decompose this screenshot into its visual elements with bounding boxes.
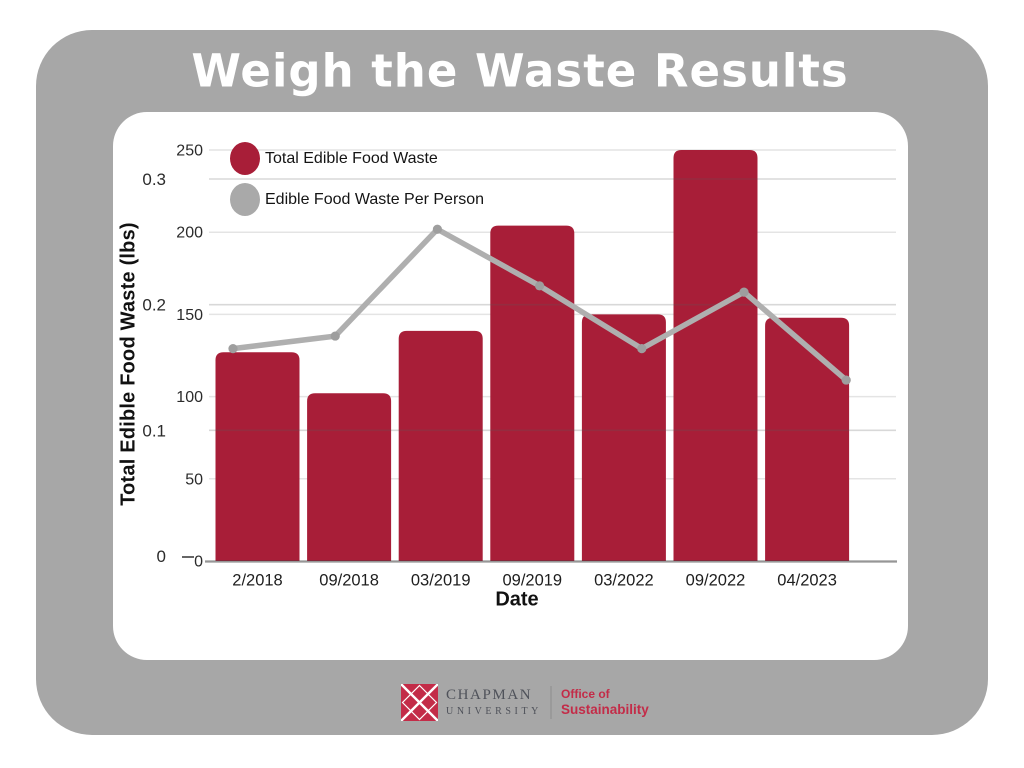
x-tick-label-2/2018: 2/2018 xyxy=(232,572,282,590)
office-of-sustainability-wordmark: Office of Sustainability xyxy=(561,687,649,718)
bar-axis-tick-label: 0 xyxy=(194,554,203,571)
line-marker-09/2022 xyxy=(739,287,749,297)
logo-institution: CHAPMAN xyxy=(446,687,533,704)
bar-axis-tick-label: 200 xyxy=(176,225,203,242)
bar-04/2023 xyxy=(765,317,850,561)
bar-axis-tick-label: 50 xyxy=(185,471,203,488)
line-axis-tick-label: 0.2 xyxy=(142,296,166,315)
logo-divider xyxy=(550,686,552,719)
bar-09/2022 xyxy=(673,150,758,561)
logo-office-line2: Sustainability xyxy=(561,701,649,717)
x-tick-label-09/2018: 09/2018 xyxy=(319,572,379,590)
line-marker-03/2019 xyxy=(432,224,442,234)
bar-axis-tick-label: 250 xyxy=(176,143,203,160)
chapman-wordmark: CHAPMAN UNIVERSITY xyxy=(446,687,542,717)
chapman-logo-icon xyxy=(401,684,438,721)
line-marker-09/2019 xyxy=(535,281,545,291)
bar-axis-tick-label: 150 xyxy=(176,307,203,324)
chart-legend: Total Edible Food Waste Edible Food Wast… xyxy=(230,142,484,224)
x-tick-label-03/2022: 03/2022 xyxy=(594,572,654,590)
line-axis-tick-label: 0 xyxy=(157,547,166,566)
bar-03/2019 xyxy=(398,330,483,561)
line-axis-tick-label: 0.3 xyxy=(142,170,166,189)
bar-09/2019 xyxy=(490,225,575,561)
line-marker-09/2018 xyxy=(330,331,340,341)
legend-label-total-waste: Total Edible Food Waste xyxy=(265,149,438,167)
legend-swatch-line-icon xyxy=(230,183,260,216)
logo-office-line1: Office of xyxy=(561,687,610,702)
bar-03/2022 xyxy=(581,314,666,561)
x-tick-label-03/2019: 03/2019 xyxy=(411,572,471,590)
page-title: Weigh the Waste Results xyxy=(191,44,849,98)
legend-swatch-bar-icon xyxy=(230,142,260,175)
legend-label-per-person: Edible Food Waste Per Person xyxy=(265,190,485,208)
x-tick-label-04/2023: 04/2023 xyxy=(777,572,837,590)
line-marker-03/2022 xyxy=(637,344,647,354)
legend-item-per-person: Edible Food Waste Per Person xyxy=(230,183,484,216)
x-tick-label-09/2022: 09/2022 xyxy=(686,572,746,590)
legend-item-total-waste: Total Edible Food Waste xyxy=(230,142,484,175)
x-tick-label-09/2019: 09/2019 xyxy=(502,572,562,590)
x-axis-title: Date xyxy=(495,588,539,611)
footer-logo: CHAPMAN UNIVERSITY Office of Sustainabil… xyxy=(401,684,649,721)
bar-09/2018 xyxy=(307,393,392,561)
bar-axis-tick-label: 100 xyxy=(176,389,203,406)
line-marker-04/2023 xyxy=(841,375,851,385)
line-axis-tick-label: 0.1 xyxy=(142,421,166,440)
line-marker-2/2018 xyxy=(228,344,238,354)
logo-institution-sub: UNIVERSITY xyxy=(446,705,542,717)
y-axis-title: Total Edible Food Waste (lbs) xyxy=(117,222,140,506)
bar-2/2018 xyxy=(215,352,300,561)
